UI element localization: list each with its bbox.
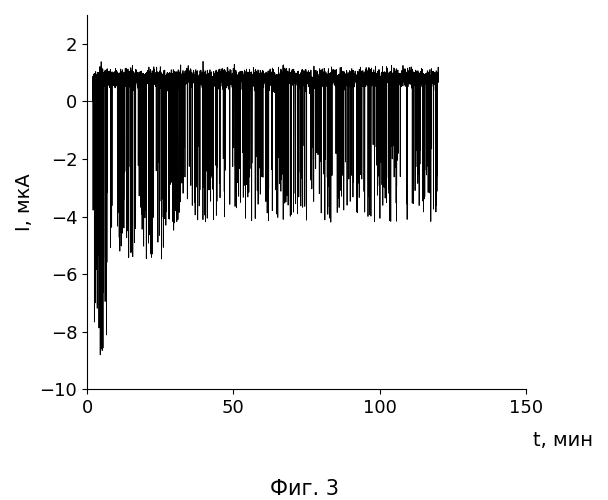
Text: t, мин: t, мин <box>533 431 593 450</box>
Y-axis label: I, мкА: I, мкА <box>15 174 34 231</box>
Text: Фиг. 3: Фиг. 3 <box>269 479 339 499</box>
